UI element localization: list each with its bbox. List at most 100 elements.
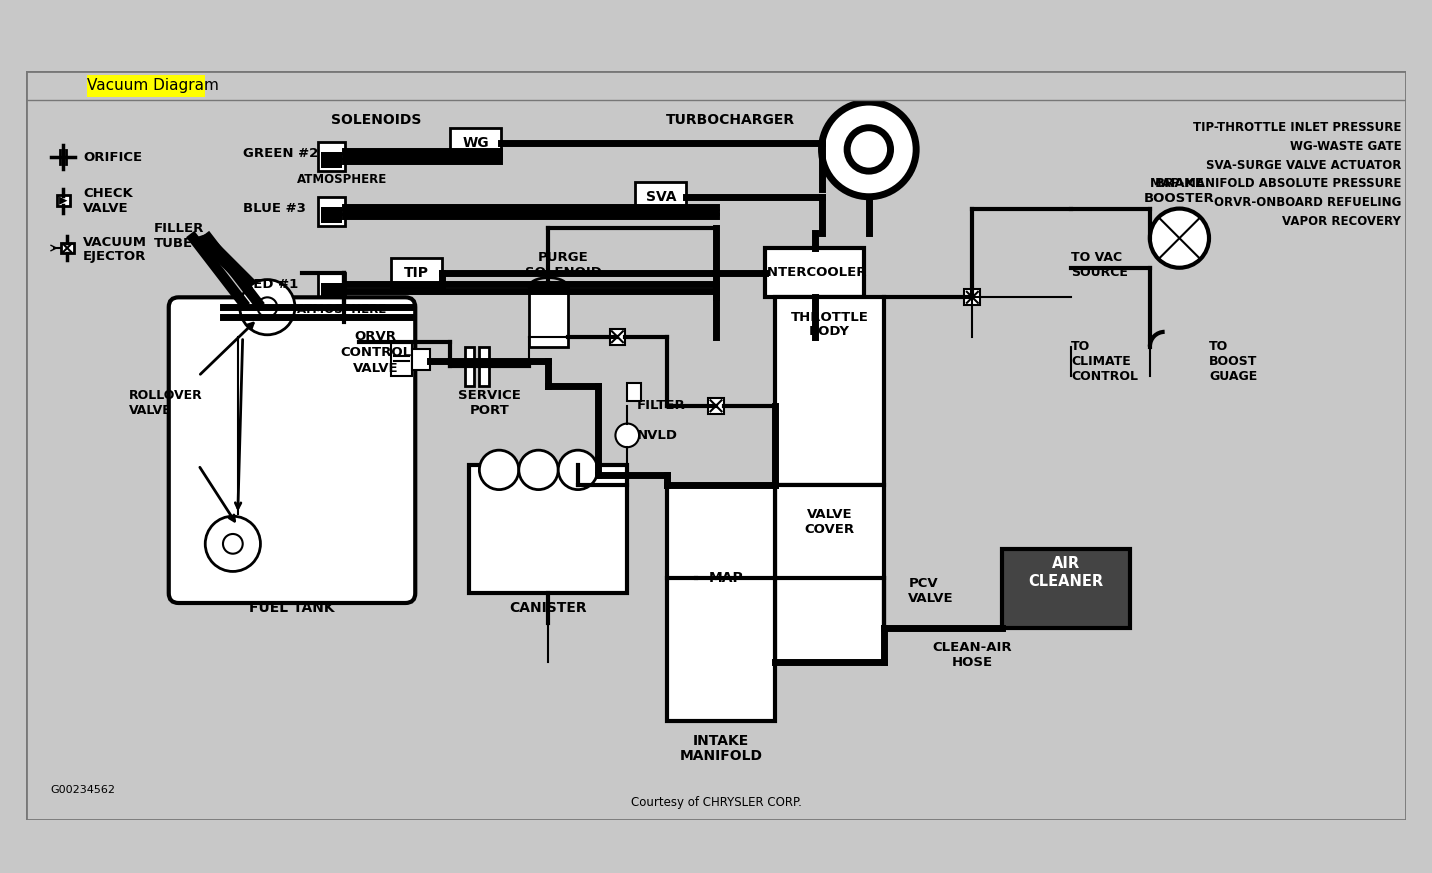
Text: TIP: TIP (404, 265, 428, 279)
Circle shape (848, 127, 891, 171)
Bar (480, 347, 490, 386)
Text: VAPOR RECOVERY: VAPOR RECOVERY (1283, 215, 1402, 228)
Text: BOOST: BOOST (1209, 355, 1257, 368)
Text: TO: TO (1071, 340, 1090, 353)
Text: PURGE: PURGE (538, 251, 589, 265)
Text: PORT: PORT (470, 404, 510, 417)
Bar (528, 287, 569, 347)
Text: WG-WASTE GATE: WG-WASTE GATE (1290, 140, 1402, 153)
Text: INTAKE: INTAKE (693, 734, 749, 748)
Text: Courtesy of CHRYSLER CORP.: Courtesy of CHRYSLER CORP. (630, 795, 802, 808)
Bar (667, 485, 775, 721)
Text: MAP: MAP (709, 571, 743, 585)
Circle shape (258, 298, 278, 317)
Bar (318, 272, 345, 302)
Text: SVA: SVA (646, 189, 676, 203)
FancyBboxPatch shape (169, 298, 415, 603)
Text: ORVR: ORVR (355, 330, 397, 343)
Circle shape (480, 450, 518, 490)
Text: EJECTOR: EJECTOR (83, 251, 146, 264)
Bar (707, 398, 725, 414)
Bar (318, 196, 345, 226)
Text: CHECK: CHECK (83, 188, 133, 200)
Text: ROLLOVER: ROLLOVER (129, 389, 203, 402)
Bar (636, 182, 686, 211)
Bar (696, 559, 756, 598)
Bar (627, 383, 642, 401)
Text: GUAGE: GUAGE (1209, 369, 1257, 382)
Text: CLEANER: CLEANER (1028, 574, 1104, 588)
Text: CONTROL: CONTROL (1071, 369, 1138, 382)
Bar (1002, 549, 1130, 628)
Text: FILLER: FILLER (155, 222, 205, 235)
Bar (412, 348, 430, 370)
Circle shape (223, 534, 242, 553)
Text: Vacuum Diagram: Vacuum Diagram (87, 78, 219, 93)
Bar (318, 141, 345, 171)
Bar (87, 75, 205, 97)
Bar (321, 283, 342, 299)
Bar (775, 485, 884, 662)
Text: PCV: PCV (908, 577, 938, 590)
Text: TIP-THROTTLE INLET PRESSURE: TIP-THROTTLE INLET PRESSURE (1193, 121, 1402, 134)
Text: BOOSTER: BOOSTER (1144, 192, 1214, 205)
Text: SVA-SURGE VALVE ACTUATOR: SVA-SURGE VALVE ACTUATOR (1206, 159, 1402, 172)
Text: GREEN #2: GREEN #2 (242, 147, 318, 160)
Bar (349, 322, 359, 361)
Bar (391, 258, 442, 287)
Text: BODY: BODY (809, 326, 851, 339)
Text: TO VAC: TO VAC (1071, 251, 1123, 265)
Bar (26, 71, 1406, 100)
Bar (57, 196, 70, 206)
Text: Fig 3:: Fig 3: (37, 78, 84, 93)
Text: SOLENOID: SOLENOID (524, 266, 601, 279)
Bar (391, 341, 412, 376)
Text: SOURCE: SOURCE (1071, 266, 1128, 279)
Text: SOLENOIDS: SOLENOIDS (331, 113, 421, 127)
Text: BLUE #3: BLUE #3 (242, 202, 305, 215)
Text: MANIFOLD: MANIFOLD (679, 749, 762, 763)
Text: MAP-MANIFOLD ABSOLUTE PRESSURE: MAP-MANIFOLD ABSOLUTE PRESSURE (1150, 177, 1402, 190)
Text: HOSE: HOSE (952, 656, 992, 669)
Polygon shape (193, 233, 272, 302)
Circle shape (1150, 209, 1209, 268)
Text: TURBOCHARGER: TURBOCHARGER (666, 113, 795, 127)
Text: RED #1: RED #1 (242, 278, 298, 291)
Text: FUEL TANK: FUEL TANK (249, 601, 335, 615)
Text: ATMOSPHERE: ATMOSPHERE (296, 303, 387, 316)
Text: BRAKE: BRAKE (1154, 177, 1204, 190)
Text: VALVE: VALVE (806, 508, 852, 521)
Text: TO: TO (1209, 340, 1229, 353)
Circle shape (239, 279, 295, 334)
Polygon shape (59, 196, 67, 205)
Bar (464, 347, 474, 386)
Bar (321, 152, 342, 168)
Bar (610, 329, 626, 345)
Text: VALVE: VALVE (129, 404, 172, 417)
Text: G00234562: G00234562 (50, 786, 116, 795)
Bar (338, 322, 348, 361)
Circle shape (558, 450, 597, 490)
Text: TUBE: TUBE (155, 237, 193, 250)
Text: CANISTER: CANISTER (510, 601, 587, 615)
Bar (965, 290, 981, 306)
Circle shape (205, 516, 261, 572)
Circle shape (616, 423, 639, 447)
Bar (321, 207, 342, 223)
Text: VALVE: VALVE (908, 592, 954, 605)
Text: THROTTLE: THROTTLE (790, 311, 868, 324)
Text: SERVICE: SERVICE (458, 389, 521, 402)
Text: FILTER: FILTER (637, 399, 686, 412)
Bar (470, 465, 627, 593)
Bar (60, 243, 73, 253)
Text: VACUUM: VACUUM (83, 236, 147, 249)
Circle shape (822, 102, 916, 196)
Circle shape (518, 450, 558, 490)
Text: CONTROL: CONTROL (341, 346, 411, 359)
Bar (450, 127, 501, 157)
Text: ORIFICE: ORIFICE (83, 151, 142, 164)
Text: WG: WG (463, 135, 488, 149)
Text: VALVE: VALVE (354, 361, 398, 375)
Text: AIR: AIR (1053, 556, 1080, 571)
Text: CLIMATE: CLIMATE (1071, 355, 1131, 368)
